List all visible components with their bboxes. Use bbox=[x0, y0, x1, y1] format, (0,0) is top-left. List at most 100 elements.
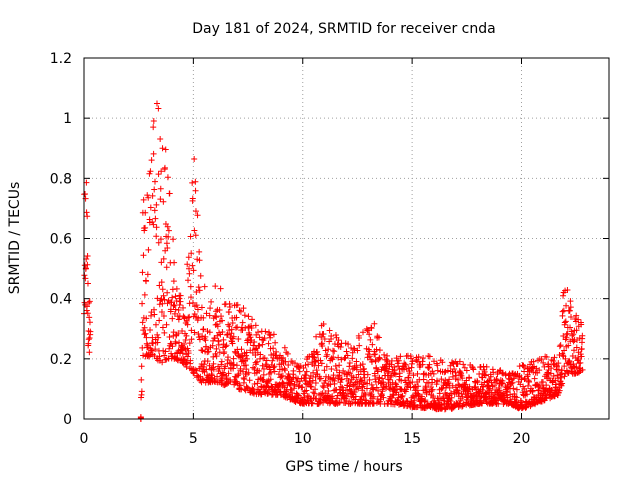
data-point bbox=[196, 336, 203, 343]
data-point bbox=[526, 379, 533, 386]
data-point bbox=[219, 329, 226, 336]
data-point bbox=[372, 351, 379, 358]
data-point bbox=[176, 295, 183, 302]
data-point bbox=[159, 145, 166, 152]
data-point bbox=[536, 387, 542, 394]
data-point bbox=[520, 362, 527, 369]
data-point bbox=[531, 400, 538, 407]
data-point bbox=[182, 336, 189, 343]
data-point bbox=[233, 362, 240, 369]
data-point bbox=[386, 385, 393, 392]
data-point bbox=[291, 360, 298, 367]
data-point bbox=[556, 343, 563, 350]
data-point bbox=[199, 363, 206, 370]
y-tick-label: 1.2 bbox=[50, 51, 72, 67]
data-point bbox=[170, 278, 177, 285]
data-point bbox=[213, 353, 220, 360]
data-point bbox=[404, 383, 411, 390]
data-point bbox=[379, 375, 386, 382]
data-point bbox=[281, 344, 288, 351]
data-point bbox=[169, 294, 176, 301]
data-point bbox=[567, 298, 574, 305]
data-point bbox=[372, 376, 379, 383]
data-point bbox=[254, 380, 261, 387]
data-point bbox=[434, 378, 441, 385]
x-axis-label: GPS time / hours bbox=[285, 459, 402, 475]
data-point bbox=[547, 370, 554, 377]
data-points bbox=[81, 100, 586, 422]
data-point bbox=[214, 323, 221, 330]
data-point bbox=[441, 397, 448, 404]
data-point bbox=[414, 370, 421, 377]
data-point bbox=[185, 350, 192, 357]
data-point bbox=[559, 308, 566, 315]
data-point bbox=[267, 376, 274, 383]
data-point bbox=[188, 250, 195, 257]
data-point bbox=[562, 318, 569, 325]
data-point bbox=[173, 285, 180, 292]
data-point bbox=[141, 324, 148, 331]
data-point bbox=[482, 372, 489, 379]
data-point bbox=[513, 386, 520, 393]
data-point bbox=[338, 376, 345, 383]
data-point bbox=[251, 380, 258, 387]
data-point bbox=[280, 354, 287, 361]
data-point bbox=[282, 358, 289, 365]
data-point bbox=[184, 359, 191, 366]
data-point bbox=[579, 366, 586, 373]
data-point bbox=[566, 307, 573, 314]
data-point bbox=[153, 100, 160, 107]
data-point bbox=[370, 386, 377, 393]
data-point bbox=[491, 382, 498, 389]
data-point bbox=[153, 224, 160, 231]
data-point bbox=[573, 344, 580, 351]
data-point bbox=[366, 376, 373, 383]
data-point bbox=[336, 362, 343, 369]
data-point bbox=[486, 385, 493, 392]
data-point bbox=[453, 372, 460, 379]
data-point bbox=[460, 361, 467, 368]
data-point bbox=[259, 341, 266, 348]
data-point bbox=[204, 358, 211, 365]
data-point bbox=[318, 334, 325, 341]
data-point bbox=[203, 310, 210, 317]
data-point bbox=[406, 370, 413, 377]
data-point bbox=[212, 283, 219, 290]
data-point bbox=[192, 232, 199, 239]
data-point bbox=[169, 343, 176, 350]
data-point bbox=[318, 360, 325, 367]
data-point bbox=[438, 376, 445, 383]
data-point bbox=[81, 190, 88, 197]
data-point bbox=[426, 361, 433, 368]
data-point bbox=[251, 339, 258, 346]
data-point bbox=[205, 348, 212, 355]
data-point bbox=[344, 352, 351, 359]
data-point bbox=[335, 337, 342, 344]
data-point bbox=[294, 363, 301, 370]
data-point bbox=[86, 298, 93, 305]
data-point bbox=[260, 377, 267, 384]
data-point bbox=[249, 316, 256, 323]
data-point bbox=[565, 342, 572, 349]
data-point bbox=[198, 347, 205, 354]
data-point bbox=[550, 373, 557, 380]
data-point bbox=[153, 233, 160, 240]
data-point bbox=[189, 179, 196, 186]
data-point bbox=[463, 367, 470, 374]
data-point bbox=[330, 372, 337, 379]
data-point bbox=[337, 344, 344, 351]
data-point bbox=[423, 391, 430, 398]
data-point bbox=[241, 376, 248, 383]
data-point bbox=[172, 340, 179, 347]
data-point bbox=[337, 383, 344, 390]
data-point bbox=[357, 376, 364, 383]
data-point bbox=[452, 369, 459, 376]
data-point bbox=[571, 347, 577, 354]
data-point bbox=[343, 348, 350, 355]
data-point bbox=[85, 336, 92, 343]
data-point bbox=[169, 315, 176, 322]
data-point bbox=[376, 347, 383, 354]
data-point bbox=[456, 390, 463, 397]
data-point bbox=[395, 357, 402, 364]
data-point bbox=[150, 221, 157, 228]
